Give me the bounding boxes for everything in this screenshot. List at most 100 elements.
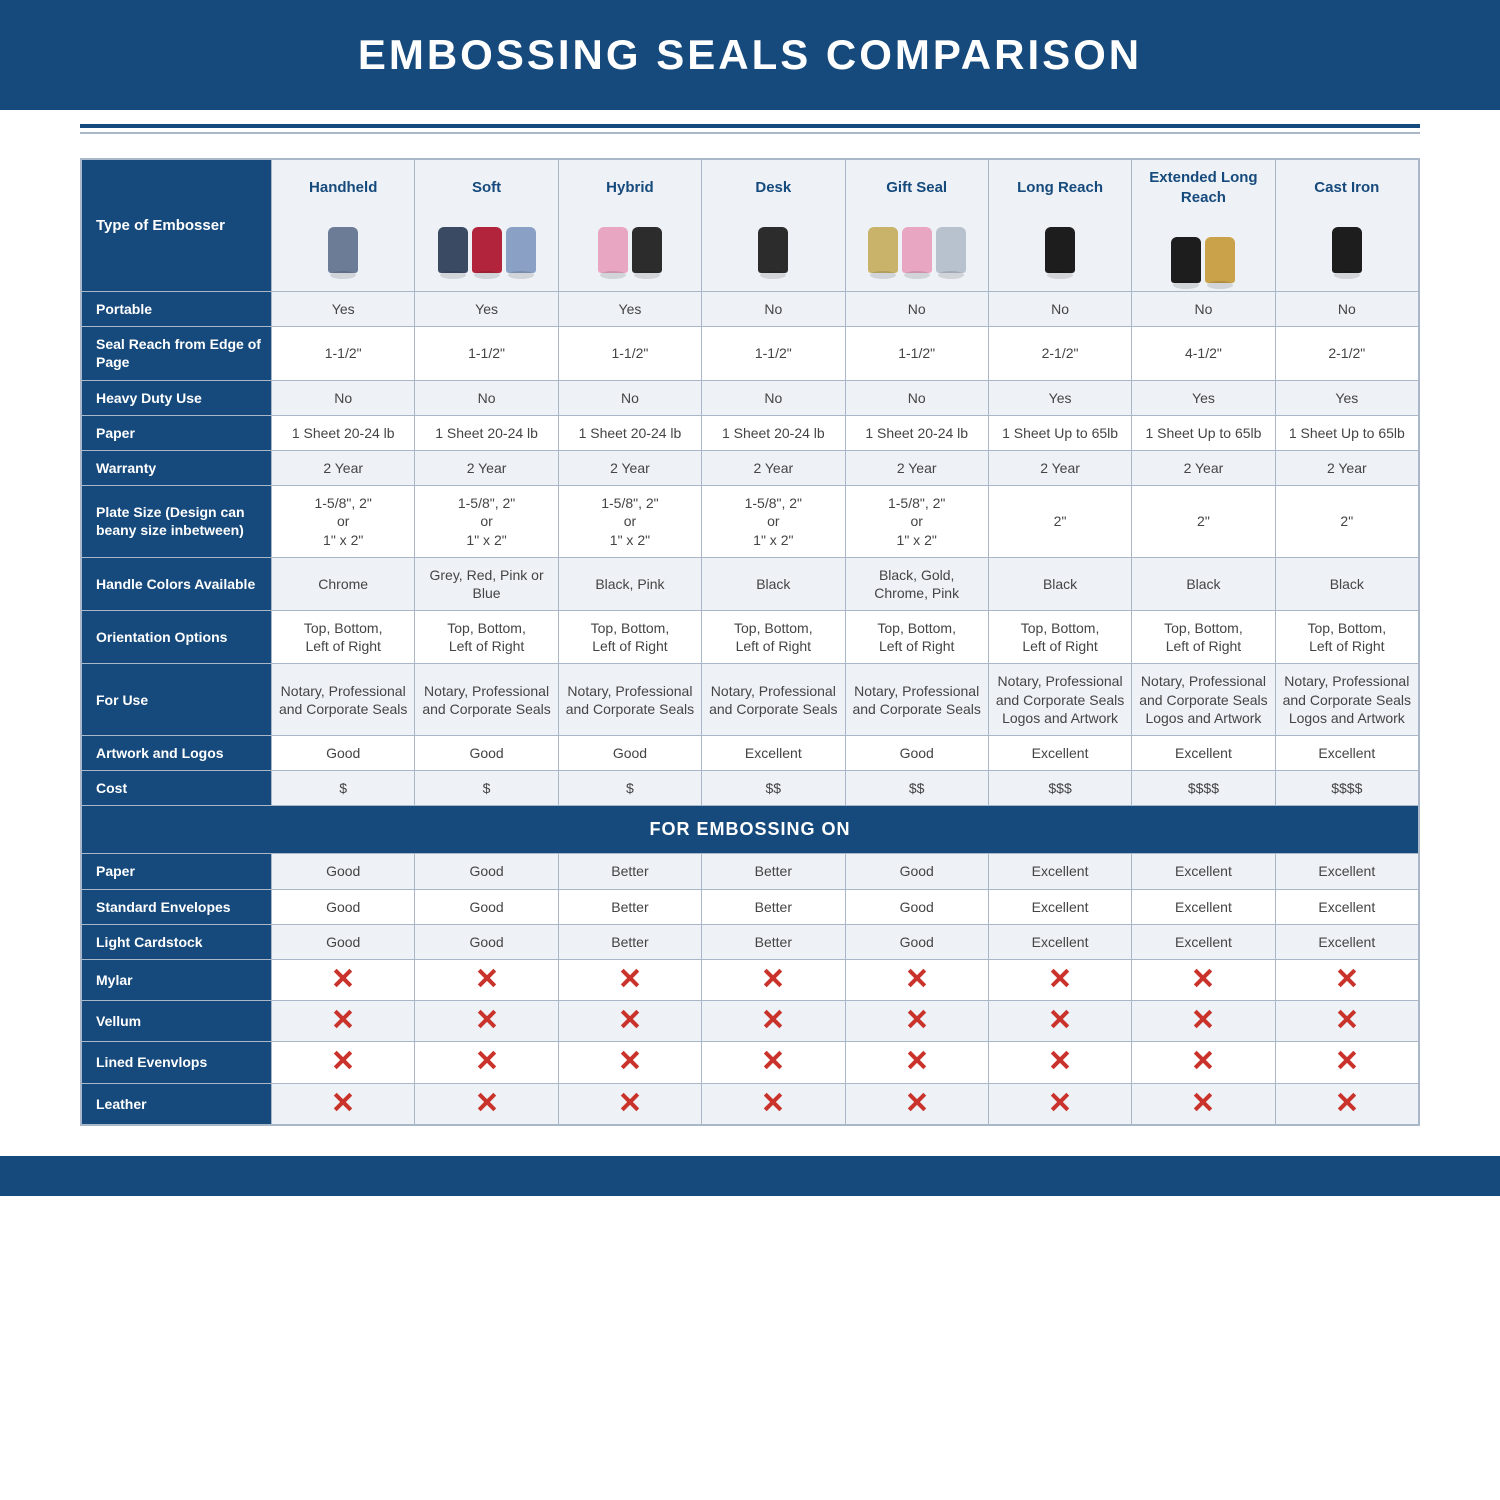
table-cell: 1-1/2" — [415, 327, 558, 380]
table-row: PortableYesYesYesNoNoNoNoNo — [82, 292, 1419, 327]
embosser-image — [852, 203, 982, 273]
table-cell — [702, 959, 845, 1000]
table-cell: 2" — [1275, 486, 1418, 558]
table-cell: Top, Bottom, Left of Right — [1132, 611, 1275, 664]
table-cell: 2 Year — [988, 450, 1131, 485]
row-label: Paper — [82, 415, 272, 450]
table-cell: 2" — [1132, 486, 1275, 558]
table-cell — [845, 1042, 988, 1083]
table-row: Plate Size (Design can beany size inbetw… — [82, 486, 1419, 558]
table-cell: 2" — [988, 486, 1131, 558]
embosser-swatch — [936, 227, 966, 273]
x-mark-icon — [1337, 1050, 1357, 1070]
table-cell: Yes — [1132, 380, 1275, 415]
table-cell: 1 Sheet 20-24 lb — [272, 415, 415, 450]
table-cell — [558, 1042, 701, 1083]
table-cell — [415, 1042, 558, 1083]
x-mark-icon — [333, 1092, 353, 1112]
row-label: Artwork and Logos — [82, 736, 272, 771]
table-cell: 2 Year — [1275, 450, 1418, 485]
table-cell: 1-5/8", 2" or 1" x 2" — [558, 486, 701, 558]
table-cell: Good — [558, 736, 701, 771]
embosser-swatch — [472, 227, 502, 273]
table-cell: 2-1/2" — [1275, 327, 1418, 380]
x-mark-icon — [1193, 1050, 1213, 1070]
table-cell: Excellent — [988, 736, 1131, 771]
table-cell — [702, 1001, 845, 1042]
table-row: Mylar — [82, 959, 1419, 1000]
embosser-image — [565, 203, 695, 273]
table-cell: Notary, Professional and Corporate Seals… — [1275, 664, 1418, 736]
comparison-table: Type of EmbosserHandheldSoftHybridDeskGi… — [81, 159, 1419, 1125]
x-mark-icon — [477, 1092, 497, 1112]
x-mark-icon — [1337, 1092, 1357, 1112]
table-cell: 1 Sheet Up to 65lb — [1132, 415, 1275, 450]
table-cell: Black, Pink — [558, 557, 701, 610]
embosser-image — [1282, 203, 1412, 273]
table-cell: 1 Sheet Up to 65lb — [1275, 415, 1418, 450]
column-header-label: Extended Long Reach — [1138, 168, 1268, 207]
column-header: Extended Long Reach — [1132, 160, 1275, 292]
table-cell: 1 Sheet Up to 65lb — [988, 415, 1131, 450]
embosser-swatch — [632, 227, 662, 273]
table-cell: No — [272, 380, 415, 415]
table-row: Handle Colors AvailableChromeGrey, Red, … — [82, 557, 1419, 610]
x-mark-icon — [333, 968, 353, 988]
table-cell: Black, Gold, Chrome, Pink — [845, 557, 988, 610]
table-cell — [702, 1083, 845, 1124]
table-row: Vellum — [82, 1001, 1419, 1042]
table-cell: 1 Sheet 20-24 lb — [558, 415, 701, 450]
section-band: FOR EMBOSSING ON — [82, 806, 1419, 854]
title-band: EMBOSSING SEALS COMPARISON — [0, 0, 1500, 110]
table-cell: Notary, Professional and Corporate Seals — [415, 664, 558, 736]
row-label: Standard Envelopes — [82, 889, 272, 924]
table-cell: Good — [272, 889, 415, 924]
table-cell: Excellent — [988, 924, 1131, 959]
table-cell: 2 Year — [558, 450, 701, 485]
row-label: For Use — [82, 664, 272, 736]
table-cell: Excellent — [1275, 889, 1418, 924]
row-label: Handle Colors Available — [82, 557, 272, 610]
table-cell: 2-1/2" — [988, 327, 1131, 380]
table-cell — [558, 959, 701, 1000]
row-label: Mylar — [82, 959, 272, 1000]
header-rowlabel: Type of Embosser — [82, 160, 272, 292]
table-cell: Good — [272, 736, 415, 771]
table-cell: Better — [702, 889, 845, 924]
table-cell — [845, 1083, 988, 1124]
table-cell: Notary, Professional and Corporate Seals… — [1132, 664, 1275, 736]
table-cell — [1275, 1001, 1418, 1042]
x-mark-icon — [1337, 1009, 1357, 1029]
table-cell: Good — [845, 854, 988, 889]
row-label: Light Cardstock — [82, 924, 272, 959]
embosser-swatch — [758, 227, 788, 273]
table-row: Standard EnvelopesGoodGoodBetterBetterGo… — [82, 889, 1419, 924]
table-cell — [1132, 1001, 1275, 1042]
column-header-label: Hybrid — [565, 178, 695, 198]
table-row: PaperGoodGoodBetterBetterGoodExcellentEx… — [82, 854, 1419, 889]
table-row: Lined Evenvlops — [82, 1042, 1419, 1083]
table-cell — [272, 1042, 415, 1083]
table-cell: Top, Bottom, Left of Right — [1275, 611, 1418, 664]
table-cell — [415, 959, 558, 1000]
table-cell: Excellent — [1132, 924, 1275, 959]
x-mark-icon — [1337, 968, 1357, 988]
header-divider — [0, 124, 1500, 134]
table-cell: $$$ — [988, 771, 1131, 806]
column-header-label: Desk — [708, 178, 838, 198]
table-cell: Notary, Professional and Corporate Seals — [558, 664, 701, 736]
table-cell — [1132, 1083, 1275, 1124]
x-mark-icon — [907, 1009, 927, 1029]
table-cell — [988, 1083, 1131, 1124]
table-cell: Good — [845, 924, 988, 959]
x-mark-icon — [620, 1092, 640, 1112]
table-cell: Excellent — [1132, 736, 1275, 771]
table-cell: No — [988, 292, 1131, 327]
table-cell — [272, 959, 415, 1000]
x-mark-icon — [763, 968, 783, 988]
table-cell: Black — [1132, 557, 1275, 610]
table-cell: Black — [1275, 557, 1418, 610]
embosser-swatch — [598, 227, 628, 273]
table-cell: Top, Bottom, Left of Right — [415, 611, 558, 664]
embosser-swatch — [902, 227, 932, 273]
